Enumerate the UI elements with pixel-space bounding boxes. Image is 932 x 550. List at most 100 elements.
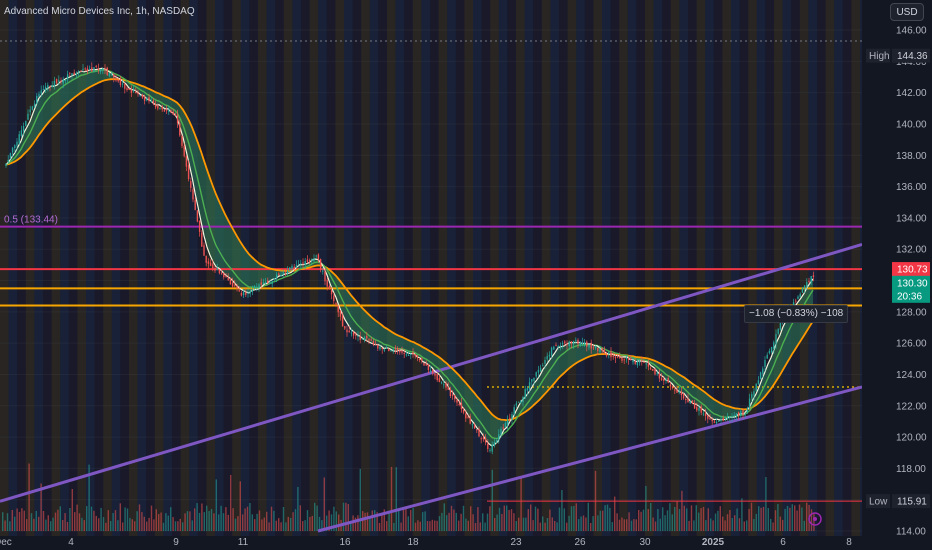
candle-body: [62, 79, 64, 84]
candle-body: [713, 421, 716, 423]
volume-bar: [98, 518, 100, 531]
volume-bar: [582, 515, 585, 531]
currency-button[interactable]: USD: [890, 3, 924, 21]
session-stripe: [86, 0, 95, 536]
session-stripe: [739, 0, 749, 536]
candle-body: [603, 349, 606, 353]
candle-body: [157, 105, 159, 109]
volume-bar: [191, 520, 193, 531]
candle-body: [344, 326, 346, 329]
volume-bar: [282, 507, 285, 531]
volume-bar: [573, 506, 575, 531]
volume-bar: [530, 504, 532, 531]
session-stripe: [748, 0, 757, 536]
session-stripe: [103, 0, 112, 536]
volume-bar: [263, 517, 265, 531]
candle-body: [627, 358, 630, 360]
candle-body: [14, 145, 16, 148]
volume-bars: [2, 463, 815, 531]
volume-bar: [758, 506, 760, 531]
volume-bar: [602, 510, 604, 531]
session-stripe: [799, 0, 809, 536]
volume-bar: [482, 513, 484, 531]
volume-bar: [110, 521, 112, 531]
volume-bar: [410, 509, 412, 531]
volume-bar: [28, 463, 30, 531]
volume-bar: [16, 508, 18, 531]
session-stripe: [524, 0, 534, 536]
candle-body: [335, 302, 337, 306]
price-tick-label: 120.00: [896, 433, 927, 444]
volume-bar: [690, 505, 693, 531]
candle-body: [438, 378, 441, 382]
session-stripe: [834, 0, 843, 536]
session-stripe: [516, 0, 525, 536]
volume-bar: [285, 522, 287, 531]
candle-body: [656, 373, 658, 375]
volume-bar: [638, 510, 640, 531]
volume-bar: [726, 514, 729, 531]
candle-body: [553, 346, 555, 350]
volume-bar: [782, 519, 784, 531]
time-tick-label: 9: [173, 537, 179, 548]
candle-body: [493, 442, 496, 446]
volume-bar: [11, 510, 13, 531]
candle-body: [201, 232, 203, 247]
volume-bar: [93, 510, 95, 531]
volume-bar: [280, 522, 282, 531]
candle-body: [251, 289, 254, 292]
volume-bar: [138, 504, 141, 531]
volume-bar: [422, 512, 424, 531]
candle-body: [152, 100, 155, 104]
candle-body: [388, 348, 390, 352]
candle-body: [502, 427, 504, 429]
candle-body: [95, 65, 97, 67]
candle-body: [5, 163, 7, 166]
volume-bar: [150, 505, 153, 531]
volume-bar: [400, 522, 402, 531]
session-stripe: [17, 0, 26, 536]
candle-body: [330, 290, 333, 295]
candle-body: [550, 347, 553, 356]
session-stripe: [137, 0, 147, 536]
volume-bar: [381, 512, 383, 531]
candle-body: [396, 347, 399, 351]
volume-bar: [710, 518, 712, 531]
candle-body: [238, 290, 240, 292]
candle-body: [524, 389, 526, 399]
session-stripe: [197, 0, 207, 536]
volume-bar: [311, 515, 313, 531]
volume-bar: [429, 521, 431, 531]
volume-bar: [611, 522, 613, 531]
candle-body: [465, 413, 467, 419]
candle-body: [168, 110, 170, 112]
candle-body: [652, 369, 654, 371]
volume-bar: [616, 513, 618, 531]
candle-body: [561, 342, 564, 345]
candle-body: [311, 259, 313, 261]
volume-bar: [405, 509, 407, 531]
candle-body: [9, 153, 12, 159]
candle-body: [801, 287, 804, 293]
volume-bar: [390, 466, 393, 531]
time-tick-label: 4: [68, 537, 74, 548]
time-tick-label: 30: [639, 537, 651, 548]
candle-body: [124, 84, 126, 89]
candle-body: [649, 367, 652, 370]
volume-bar: [575, 503, 577, 531]
session-stripe: [163, 0, 172, 536]
volume-bar: [609, 507, 611, 531]
volume-bar: [532, 520, 534, 531]
volume-bar: [508, 510, 510, 531]
volume-bar: [714, 513, 717, 531]
volume-bar: [813, 513, 815, 531]
volume-bar: [244, 508, 246, 531]
volume-bar: [522, 517, 525, 531]
volume-bar: [746, 520, 748, 531]
candle-body: [709, 418, 711, 420]
volume-bar: [712, 520, 714, 531]
candle-body: [572, 340, 575, 345]
candle-body: [548, 354, 551, 357]
